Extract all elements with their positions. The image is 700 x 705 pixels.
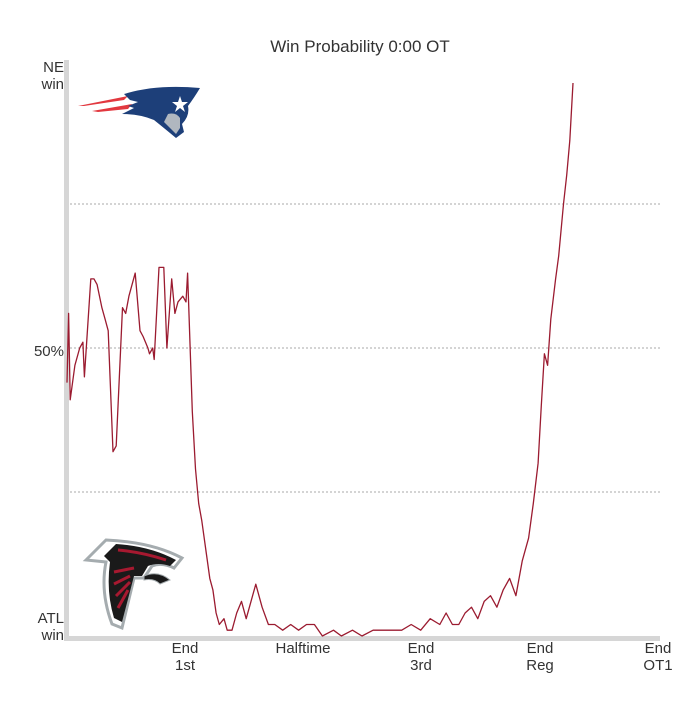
- patriots-logo-icon: [78, 86, 200, 138]
- win-probability-line: [66, 82, 574, 637]
- x-label-line2: 3rd: [410, 657, 432, 674]
- x-label-line1: End: [407, 640, 435, 657]
- x-label-end-3rd: End 3rd: [381, 640, 461, 674]
- y-label-50: 50%: [33, 343, 64, 360]
- x-label-line1: Halftime: [275, 640, 331, 657]
- x-label-line1: End: [644, 640, 672, 657]
- x-axis: [64, 636, 660, 641]
- y-label-win-bottom: win: [41, 627, 64, 644]
- y-axis: [64, 60, 69, 640]
- y-label-atl-win: ATL win: [38, 610, 64, 644]
- falcons-logo-icon: [82, 538, 185, 631]
- y-label-ne: NE: [43, 59, 64, 76]
- x-label-end-reg: End Reg: [500, 640, 580, 674]
- y-label-win-top: win: [41, 76, 64, 93]
- x-label-line2: OT1: [643, 657, 673, 674]
- chart-title: Win Probability 0:00 OT: [270, 37, 450, 56]
- x-label-end-ot1: End OT1: [618, 640, 698, 674]
- y-label-atl: ATL: [37, 610, 64, 627]
- y-label-ne-win: NE win: [41, 59, 64, 93]
- x-label-line2: 1st: [174, 657, 195, 674]
- x-label-end-1st: End 1st: [145, 640, 225, 674]
- x-label-halftime: Halftime: [263, 640, 343, 657]
- x-label-line2: Reg: [526, 657, 554, 674]
- x-label-line1: End: [171, 640, 199, 657]
- x-label-line1: End: [526, 640, 554, 657]
